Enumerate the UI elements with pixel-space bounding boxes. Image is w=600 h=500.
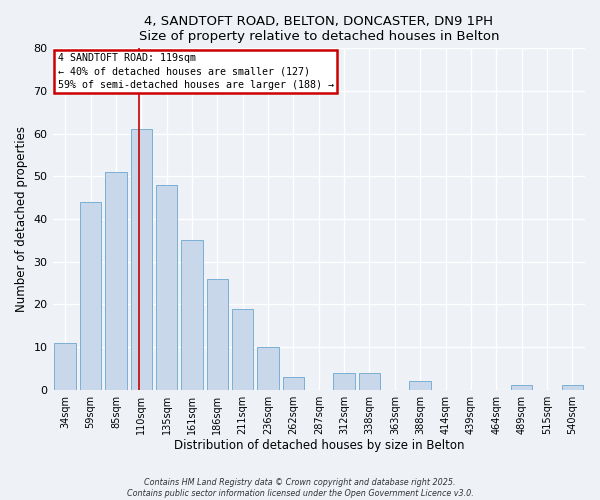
Bar xyxy=(131,130,152,390)
Text: 4 SANDTOFT ROAD: 119sqm
← 40% of detached houses are smaller (127)
59% of semi-d: 4 SANDTOFT ROAD: 119sqm ← 40% of detache… xyxy=(58,54,334,90)
Bar xyxy=(156,185,178,390)
Bar xyxy=(232,308,253,390)
Y-axis label: Number of detached properties: Number of detached properties xyxy=(15,126,28,312)
Bar xyxy=(283,377,304,390)
Bar xyxy=(80,202,101,390)
X-axis label: Distribution of detached houses by size in Belton: Distribution of detached houses by size … xyxy=(173,440,464,452)
Bar xyxy=(181,240,203,390)
Title: 4, SANDTOFT ROAD, BELTON, DONCASTER, DN9 1PH
Size of property relative to detach: 4, SANDTOFT ROAD, BELTON, DONCASTER, DN9… xyxy=(139,15,499,43)
Bar xyxy=(105,172,127,390)
Text: Contains HM Land Registry data © Crown copyright and database right 2025.
Contai: Contains HM Land Registry data © Crown c… xyxy=(127,478,473,498)
Bar xyxy=(511,386,532,390)
Bar xyxy=(409,381,431,390)
Bar xyxy=(257,347,279,390)
Bar xyxy=(334,372,355,390)
Bar xyxy=(359,372,380,390)
Bar xyxy=(55,343,76,390)
Bar xyxy=(206,279,228,390)
Bar xyxy=(562,386,583,390)
